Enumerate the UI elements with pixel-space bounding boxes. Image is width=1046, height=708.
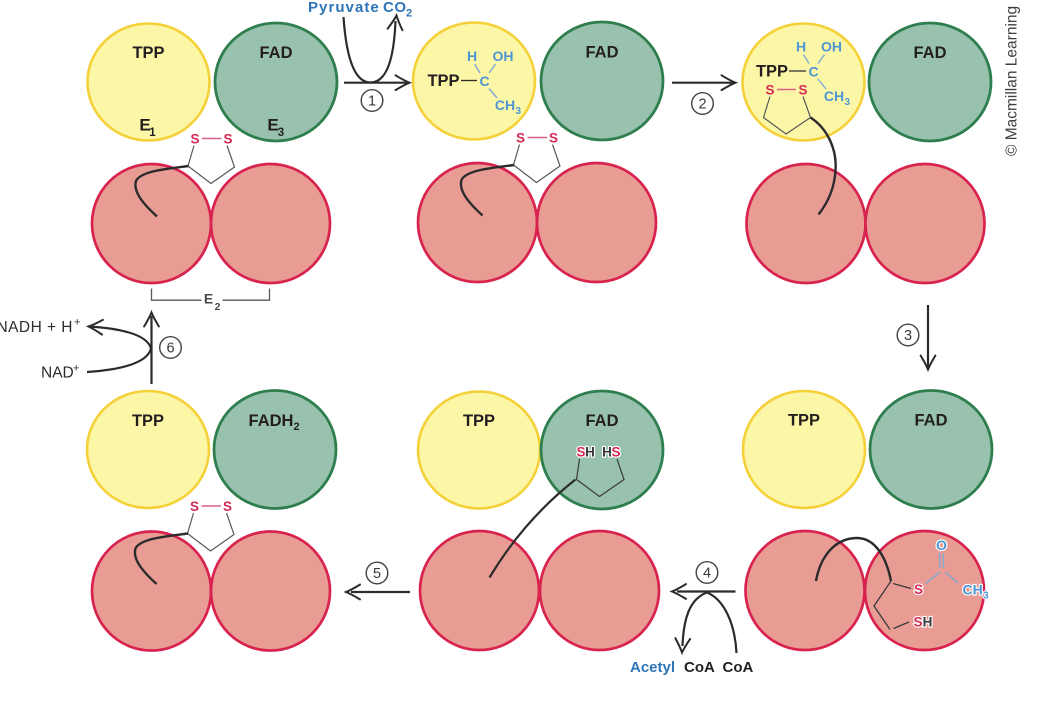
svg-text:+: + xyxy=(74,317,80,329)
svg-text:3: 3 xyxy=(845,97,851,108)
svg-text:4: 4 xyxy=(703,566,711,582)
svg-text:H: H xyxy=(923,615,933,630)
svg-text:2: 2 xyxy=(294,421,300,433)
svg-text:S: S xyxy=(798,83,807,98)
svg-text:2: 2 xyxy=(215,301,221,313)
svg-text:FAD: FAD xyxy=(586,412,619,430)
svg-text:FAD: FAD xyxy=(915,412,948,430)
svg-text:CoA: CoA xyxy=(684,659,715,676)
svg-text:2: 2 xyxy=(406,8,412,20)
svg-text:S: S xyxy=(914,582,923,597)
svg-text:1: 1 xyxy=(368,94,376,110)
svg-text:S: S xyxy=(190,132,199,147)
svg-text:+: + xyxy=(73,363,79,375)
svg-text:H: H xyxy=(602,445,612,460)
svg-text:TPP: TPP xyxy=(132,412,164,430)
svg-text:H: H xyxy=(585,445,595,460)
svg-text:CH: CH xyxy=(824,88,844,104)
svg-text:FAD: FAD xyxy=(260,44,293,62)
svg-text:H: H xyxy=(796,39,806,55)
svg-text:E: E xyxy=(139,116,150,135)
svg-text:3: 3 xyxy=(904,328,912,344)
svg-text:TPP: TPP xyxy=(132,44,164,62)
svg-text:OH: OH xyxy=(821,39,842,55)
svg-text:S: S xyxy=(190,499,199,514)
svg-text:S: S xyxy=(913,615,922,630)
svg-text:S: S xyxy=(223,132,232,147)
svg-text:E: E xyxy=(267,116,278,135)
svg-text:TPP: TPP xyxy=(427,72,459,90)
svg-text:TPP: TPP xyxy=(463,412,495,430)
svg-text:NAD: NAD xyxy=(41,365,74,382)
svg-text:© Macmillan Learning: © Macmillan Learning xyxy=(1004,6,1021,156)
svg-text:3: 3 xyxy=(516,106,522,117)
svg-text:CO: CO xyxy=(383,0,407,16)
svg-text:S: S xyxy=(576,445,585,460)
svg-text:3: 3 xyxy=(278,127,284,139)
svg-text:TPP: TPP xyxy=(756,63,788,81)
svg-text:S: S xyxy=(549,131,558,146)
svg-text:CoA: CoA xyxy=(723,659,754,676)
svg-text:TPP: TPP xyxy=(788,412,820,430)
svg-text:C: C xyxy=(808,64,818,80)
svg-text:3: 3 xyxy=(983,591,989,602)
svg-text:O: O xyxy=(936,537,947,553)
svg-text:H: H xyxy=(467,48,477,64)
svg-text:CH: CH xyxy=(963,582,983,598)
svg-text:6: 6 xyxy=(166,341,174,357)
svg-text:S: S xyxy=(765,83,774,98)
svg-text:FAD: FAD xyxy=(914,44,947,62)
svg-text:E: E xyxy=(204,291,213,307)
svg-text:FADH: FADH xyxy=(249,412,294,430)
svg-text:OH: OH xyxy=(493,48,514,64)
svg-text:2: 2 xyxy=(698,97,706,113)
svg-text:Acetyl: Acetyl xyxy=(630,659,675,676)
svg-text:S: S xyxy=(611,445,620,460)
svg-text:S: S xyxy=(516,131,525,146)
svg-text:FAD: FAD xyxy=(586,44,619,62)
svg-text:5: 5 xyxy=(373,566,381,582)
svg-text:S: S xyxy=(223,499,232,514)
svg-text:CH: CH xyxy=(495,97,515,113)
svg-text:Pyruvate: Pyruvate xyxy=(308,0,380,16)
svg-text:NADH + H: NADH + H xyxy=(0,319,73,336)
svg-text:1: 1 xyxy=(149,127,156,139)
svg-text:C: C xyxy=(479,73,489,89)
